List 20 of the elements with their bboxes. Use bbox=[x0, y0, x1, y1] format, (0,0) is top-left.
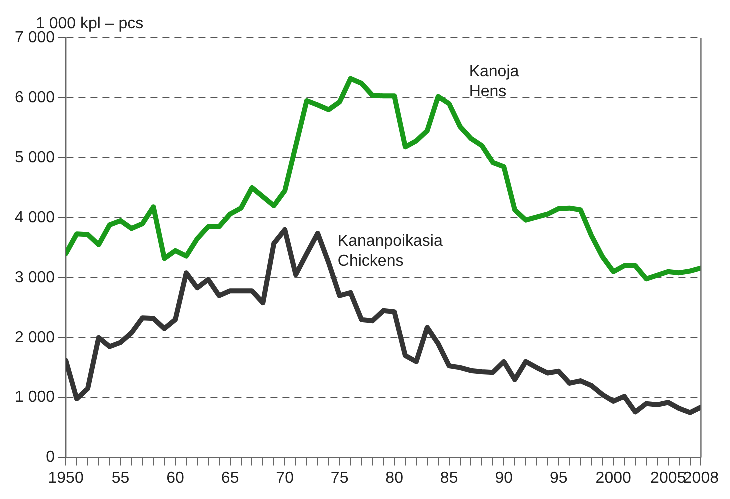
x-tick-label: 65 bbox=[221, 470, 240, 487]
x-tick-label: 95 bbox=[550, 470, 568, 487]
y-tick-label: 5 000 bbox=[14, 149, 56, 166]
y-tick-label: 0 bbox=[46, 449, 56, 466]
x-tick-label: 70 bbox=[276, 470, 294, 487]
x-tick-label: 55 bbox=[112, 470, 130, 487]
x-tick-label: 80 bbox=[386, 470, 404, 487]
x-tick-label: 60 bbox=[166, 470, 185, 487]
series-label: Kananpoikasia Chickens bbox=[338, 232, 443, 270]
y-tick-label: 6 000 bbox=[14, 89, 56, 106]
y-tick-label: 4 000 bbox=[14, 209, 56, 226]
x-tick-label: 85 bbox=[440, 470, 458, 487]
y-tick-label: 2 000 bbox=[14, 329, 56, 346]
x-tick-label: 75 bbox=[330, 470, 349, 487]
x-tick-label: 90 bbox=[495, 470, 514, 487]
y-tick-label: 1 000 bbox=[14, 389, 56, 406]
x-tick-label: 2000 bbox=[596, 470, 632, 487]
y-tick-label: 3 000 bbox=[14, 269, 56, 286]
series-label: Kanoja Hens bbox=[469, 63, 520, 100]
x-tick-label: 1950 bbox=[48, 470, 84, 487]
